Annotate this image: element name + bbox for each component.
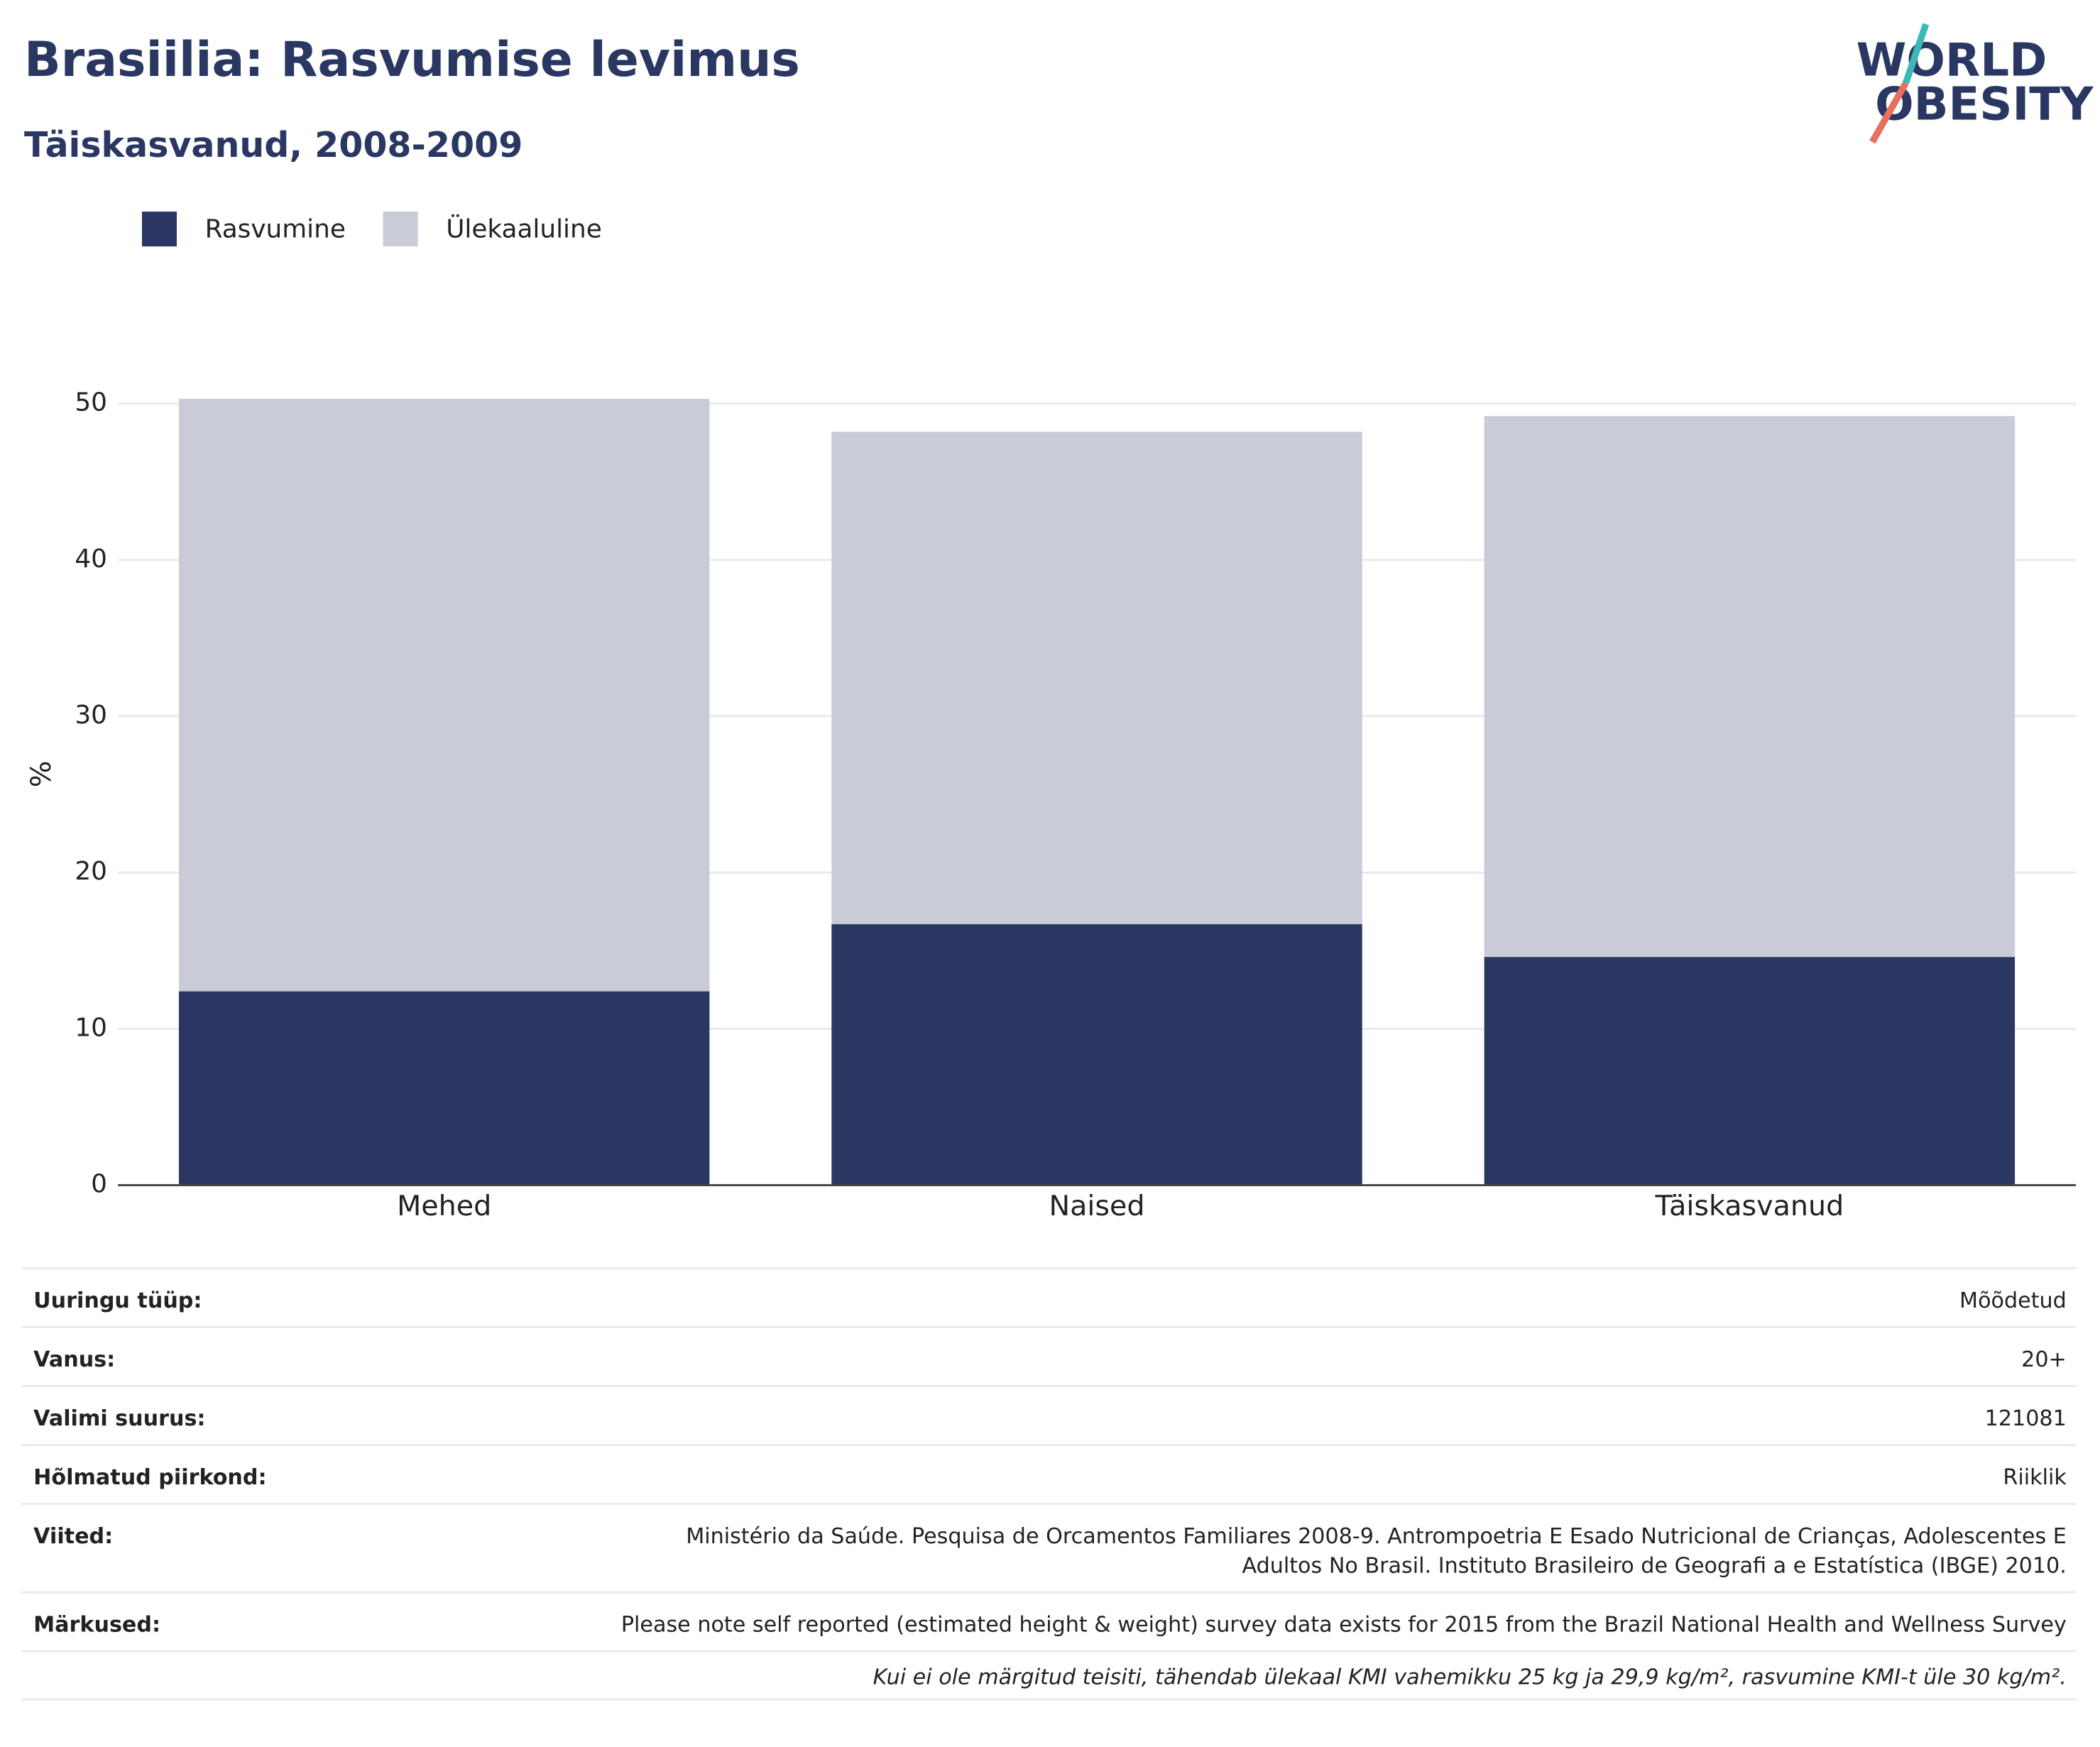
row-label: Vanus: — [33, 1347, 115, 1372]
x-tick-label: Täiskasvanud — [1655, 1190, 1844, 1222]
bar — [831, 924, 1362, 1185]
legend-label: Rasvumine — [205, 215, 346, 244]
y-axis-label: % — [25, 761, 58, 788]
row-value: Riiklik — [2003, 1465, 2067, 1490]
logo-slash — [1902, 23, 1930, 84]
x-tick-label: Naised — [1049, 1190, 1144, 1222]
y-tick-label: 10 — [75, 1013, 107, 1042]
y-tick-label: 40 — [75, 544, 107, 574]
bar — [1484, 416, 2016, 958]
chart-title: Brasiilia: Rasvumise levimus — [24, 32, 800, 88]
bar — [178, 991, 710, 1185]
y-tick-label: 30 — [75, 701, 107, 730]
row-value: Mõõdetud — [1959, 1288, 2067, 1313]
row-label: Uuringu tüüp: — [33, 1288, 202, 1313]
row-value: Ministério da Saúde. Pesquisa de Orcamen… — [686, 1524, 2067, 1549]
row-value: Adultos No Brasil. Instituto Brasileiro … — [1242, 1554, 2066, 1579]
row-value: 121081 — [1985, 1406, 2067, 1431]
row-label: Valimi suurus: — [33, 1406, 205, 1431]
legend-label: Ülekaaluline — [446, 214, 602, 244]
footnote: Kui ei ole märgitud teisiti, tähendab ül… — [873, 1665, 2067, 1690]
bar — [831, 432, 1362, 924]
row-value: Please note self reported (estimated hei… — [621, 1613, 2067, 1638]
bar — [178, 398, 710, 992]
chart-subtitle: Täiskasvanud, 2008-2009 — [24, 124, 523, 165]
row-value: 20+ — [2021, 1347, 2067, 1372]
legend-swatch — [141, 212, 177, 247]
x-tick-label: Mehed — [397, 1190, 491, 1222]
logo-text: WORLD — [1856, 33, 2047, 87]
row-label: Märkused: — [33, 1613, 160, 1638]
y-tick-label: 20 — [75, 857, 107, 886]
row-label: Hõlmatud piirkond: — [33, 1465, 266, 1490]
row-label: Viited: — [33, 1524, 113, 1549]
logo-text: OBESITY — [1875, 78, 2094, 131]
y-tick-label: 50 — [75, 388, 107, 417]
logo-slash — [1869, 81, 1909, 144]
y-tick-label: 0 — [91, 1170, 107, 1199]
legend-swatch — [383, 212, 418, 247]
bar — [1484, 957, 2016, 1185]
